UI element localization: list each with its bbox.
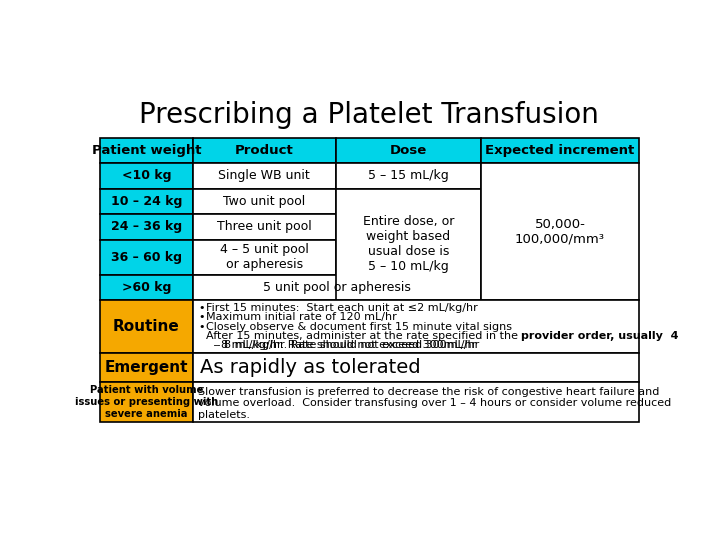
Bar (194, 275, 482, 300)
Text: Two unit pool: Two unit pool (223, 194, 305, 207)
Bar (194, 353, 639, 382)
Bar (336, 189, 482, 300)
Bar (99, 164, 194, 189)
Text: 36 – 60 kg: 36 – 60 kg (111, 251, 182, 264)
Text: Routine: Routine (113, 319, 180, 334)
Text: Expected increment: Expected increment (485, 144, 634, 157)
Bar (482, 164, 639, 300)
Text: provider order, usually  4: provider order, usually 4 (521, 331, 679, 341)
Text: •: • (198, 303, 204, 313)
Text: 5 unit pool or apheresis: 5 unit pool or apheresis (264, 281, 411, 294)
Text: 10 – 24 kg: 10 – 24 kg (111, 194, 182, 207)
Bar (194, 164, 336, 189)
Bar (482, 138, 639, 164)
Text: Slower transfusion is preferred to decrease the risk of congestive heart failure: Slower transfusion is preferred to decre… (198, 387, 671, 420)
Text: Product: Product (235, 144, 294, 157)
Text: Emergent: Emergent (104, 360, 188, 375)
Text: Dose: Dose (390, 144, 427, 157)
Text: Maximum initial rate of 120 mL/hr: Maximum initial rate of 120 mL/hr (206, 312, 397, 322)
Text: - 8 mL/kg/hr. Rate should not exceed 300mL/hr: - 8 mL/kg/hr. Rate should not exceed 300… (206, 340, 479, 350)
Text: First 15 minutes:  Start each unit at ≤2 mL/kg/hr: First 15 minutes: Start each unit at ≤2 … (206, 303, 477, 313)
Bar (99, 138, 194, 164)
Text: •: • (198, 322, 204, 332)
Bar (194, 240, 336, 275)
Text: As rapidly as tolerated: As rapidly as tolerated (199, 358, 420, 377)
Text: <10 kg: <10 kg (122, 169, 171, 182)
Text: 5 – 15 mL/kg: 5 – 15 mL/kg (368, 169, 449, 182)
Bar (194, 138, 336, 164)
Text: >60 kg: >60 kg (122, 281, 171, 294)
Text: Three unit pool: Three unit pool (217, 220, 312, 233)
Text: Closely observe & document first 15 minute vital signs: Closely observe & document first 15 minu… (206, 322, 512, 332)
Bar (194, 189, 336, 214)
Text: Patient weight: Patient weight (91, 144, 201, 157)
Bar (99, 214, 194, 240)
Text: Patient with volume
issues or presenting with
severe anemia: Patient with volume issues or presenting… (75, 386, 218, 418)
Text: After 15 minutes, administer at the rate specified in the: After 15 minutes, administer at the rate… (206, 331, 521, 341)
Text: - 8 mL/kg/hr. Rate should not exceed 300mL/hr: - 8 mL/kg/hr. Rate should not exceed 300… (203, 340, 476, 350)
Text: 4 – 5 unit pool
or apheresis: 4 – 5 unit pool or apheresis (220, 244, 309, 271)
Bar (194, 300, 639, 353)
Bar (99, 240, 194, 275)
Bar (194, 382, 639, 422)
Text: Single WB unit: Single WB unit (218, 169, 310, 182)
Bar (99, 189, 194, 214)
Bar (336, 138, 482, 164)
Text: •: • (198, 312, 204, 322)
Bar (99, 275, 194, 300)
Text: 50,000-
100,000/mm³: 50,000- 100,000/mm³ (515, 218, 605, 246)
Text: After 15 minutes, administer at the rate specified in the: After 15 minutes, administer at the rate… (206, 331, 521, 341)
Text: 24 – 36 kg: 24 – 36 kg (111, 220, 182, 233)
Bar (194, 214, 336, 240)
Bar (336, 164, 482, 189)
Bar (99, 382, 194, 422)
Bar (99, 300, 194, 353)
Text: Entire dose, or
weight based
usual dose is
5 – 10 mL/kg: Entire dose, or weight based usual dose … (363, 215, 454, 273)
Bar (99, 353, 194, 382)
Text: Prescribing a Platelet Transfusion: Prescribing a Platelet Transfusion (139, 101, 599, 129)
